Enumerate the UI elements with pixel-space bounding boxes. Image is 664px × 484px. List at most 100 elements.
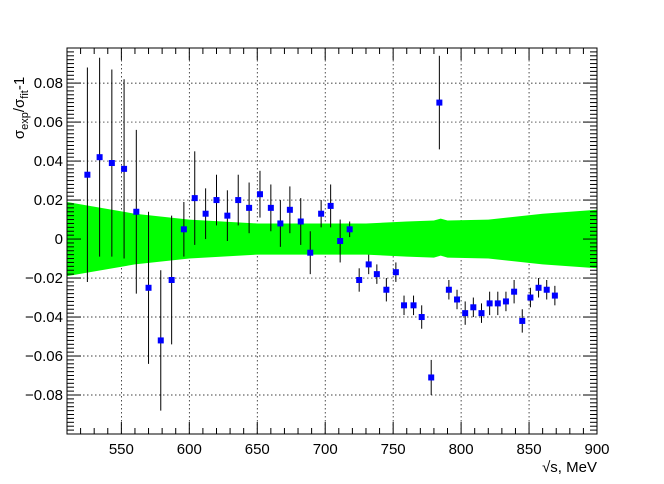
point-marker: [327, 202, 334, 209]
point-marker: [213, 197, 220, 204]
data-point: [511, 279, 518, 304]
data-point: [96, 57, 103, 257]
x-tick-label: 550: [109, 441, 134, 458]
data-point: [202, 188, 209, 240]
data-point: [410, 295, 417, 316]
band-area: [67, 202, 597, 277]
data-point: [462, 301, 469, 325]
data-point: [365, 254, 372, 275]
point-marker: [543, 286, 550, 293]
data-point: [401, 295, 408, 316]
point-marker: [535, 284, 542, 291]
data-point: [191, 151, 198, 245]
point-marker: [202, 210, 209, 217]
point-marker: [267, 204, 274, 211]
data-point: [470, 297, 477, 318]
data-point: [277, 200, 284, 247]
data-point: [486, 291, 493, 316]
point-marker: [133, 208, 140, 215]
y-axis-label: σexp/σfit-1: [11, 77, 31, 139]
y-tick-labels: −0.08 −0.06 −0.04 −0.02 0 0.02 0.04 0.06 0.08: [25, 75, 63, 404]
data-points: [84, 55, 558, 411]
x-tick-label: 850: [517, 441, 542, 458]
point-marker: [527, 294, 534, 301]
data-point: [356, 268, 363, 292]
y-tick-label: 0.04: [34, 153, 63, 170]
point-marker: [121, 165, 128, 172]
data-point: [213, 174, 220, 226]
axis-ticks: [66, 47, 598, 435]
point-marker: [277, 220, 284, 227]
point-marker: [401, 302, 408, 309]
data-point: [428, 359, 435, 396]
data-point: [133, 129, 140, 294]
data-point: [519, 309, 526, 333]
data-point: [551, 285, 558, 306]
x-axis-label: √s, MeV: [542, 459, 597, 476]
point-marker: [235, 197, 242, 204]
point-marker: [519, 317, 526, 324]
point-marker: [502, 298, 509, 305]
point-marker: [256, 191, 263, 198]
data-point: [527, 287, 534, 308]
y-label-mid: /σ: [11, 98, 28, 112]
point-marker: [180, 226, 187, 233]
point-marker: [462, 310, 469, 317]
y-tick-label: 0.08: [34, 75, 63, 92]
data-point: [494, 291, 501, 316]
y-label-tail: -1: [11, 77, 28, 90]
x-tick-label: 750: [381, 441, 406, 458]
point-marker: [346, 226, 353, 233]
point-marker: [418, 314, 425, 321]
x-tick-label: 700: [313, 441, 338, 458]
y-tick-label: 0.02: [34, 192, 63, 209]
point-marker: [297, 218, 304, 225]
point-marker: [108, 160, 115, 167]
point-marker: [494, 300, 501, 307]
y-tick-label: −0.06: [25, 348, 63, 365]
point-marker: [454, 296, 461, 303]
data-point: [346, 221, 353, 238]
point-marker: [470, 304, 477, 311]
x-tick-label: 800: [449, 441, 474, 458]
y-tick-label: −0.04: [25, 309, 63, 326]
point-marker: [286, 206, 293, 213]
x-tick-labels: 550 600 650 700 750 800 850 900: [109, 441, 610, 458]
x-tick-label: 650: [245, 441, 270, 458]
data-point: [121, 79, 128, 259]
point-marker: [365, 261, 372, 268]
y-tick-label: −0.02: [25, 270, 63, 287]
point-marker: [157, 337, 164, 344]
y-tick-label: 0.06: [34, 114, 63, 131]
point-marker: [436, 99, 443, 106]
point-marker: [428, 374, 435, 381]
data-point: [543, 279, 550, 300]
point-marker: [392, 269, 399, 276]
point-marker: [84, 171, 91, 178]
y-label-sub-exp: exp: [19, 112, 31, 130]
data-point: [383, 278, 390, 302]
data-point: [180, 202, 187, 257]
data-point: [235, 174, 242, 226]
data-point: [327, 184, 334, 228]
point-marker: [356, 276, 363, 283]
data-point: [267, 184, 274, 232]
y-label-sub-fit: fit: [19, 90, 31, 99]
data-point: [337, 219, 344, 263]
point-marker: [307, 249, 314, 256]
y-label-sigma: σ: [11, 129, 28, 139]
data-point: [84, 67, 91, 282]
data-point: [418, 305, 425, 329]
data-point: [392, 262, 399, 282]
point-marker: [445, 286, 452, 293]
data-point: [256, 170, 263, 218]
data-point: [535, 278, 542, 298]
y-tick-label: −0.08: [25, 387, 63, 404]
data-point: [454, 289, 461, 310]
point-marker: [246, 204, 253, 211]
data-point: [502, 291, 509, 312]
x-tick-label: 900: [584, 441, 609, 458]
point-marker: [410, 302, 417, 309]
point-marker: [224, 212, 231, 219]
